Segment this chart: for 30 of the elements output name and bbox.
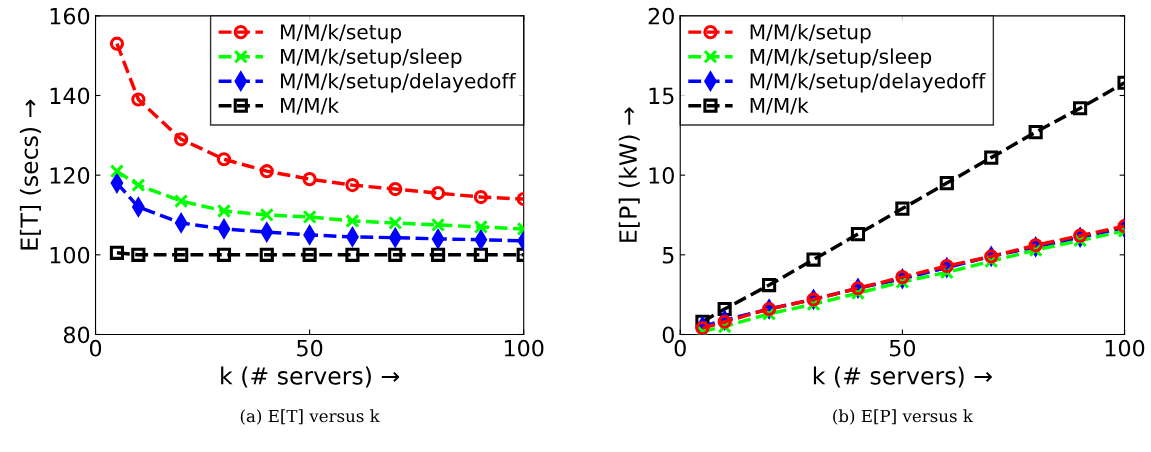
x-axis-title: k (# servers) → [221,366,400,388]
y-tick-label: 80 [63,326,90,344]
legend-label: M/M/k [750,97,809,115]
legend-label: M/M/k/setup/sleep [750,48,932,68]
x-tick-label: 100 [504,339,544,357]
legend-label: M/M/k/setup/delayedoff [750,72,986,93]
y-tick-label: 140 [50,87,90,105]
legend-label: M/M/k/setup/delayedoff [281,72,517,93]
y-axis-title: E[P] (kW) → [618,107,640,242]
x-axis-title: k (# servers) → [813,366,992,388]
text: (b) E[P] versus k [833,409,974,425]
y-tick-label: 160 [50,7,90,25]
x-tick-label: 50 [297,339,323,357]
x-tick-label: 50 [889,339,916,357]
legend-label: M/M/k [281,97,339,115]
x-tick-label: 100 [1105,339,1145,357]
x-tick-label: 0 [89,339,102,357]
y-tick-label: 15 [649,87,674,105]
legend-label: M/M/k/setup [281,23,402,44]
y-tick-label: 20 [648,7,674,25]
y-tick-label: 0 [662,326,674,344]
legend-label: M/M/k/setup/sleep [281,48,462,68]
y-tick-label: 10 [649,167,674,184]
legend-label: M/M/k/setup [750,23,871,44]
x-tick-label: 0 [674,339,686,357]
y-tick-label: 100 [50,246,90,264]
y-tick-label: 5 [662,247,674,264]
y-axis-title: E[T] (secs) → [19,99,41,250]
y-tick-label: 120 [50,167,90,184]
text: (a) E[T] versus k [240,409,380,425]
